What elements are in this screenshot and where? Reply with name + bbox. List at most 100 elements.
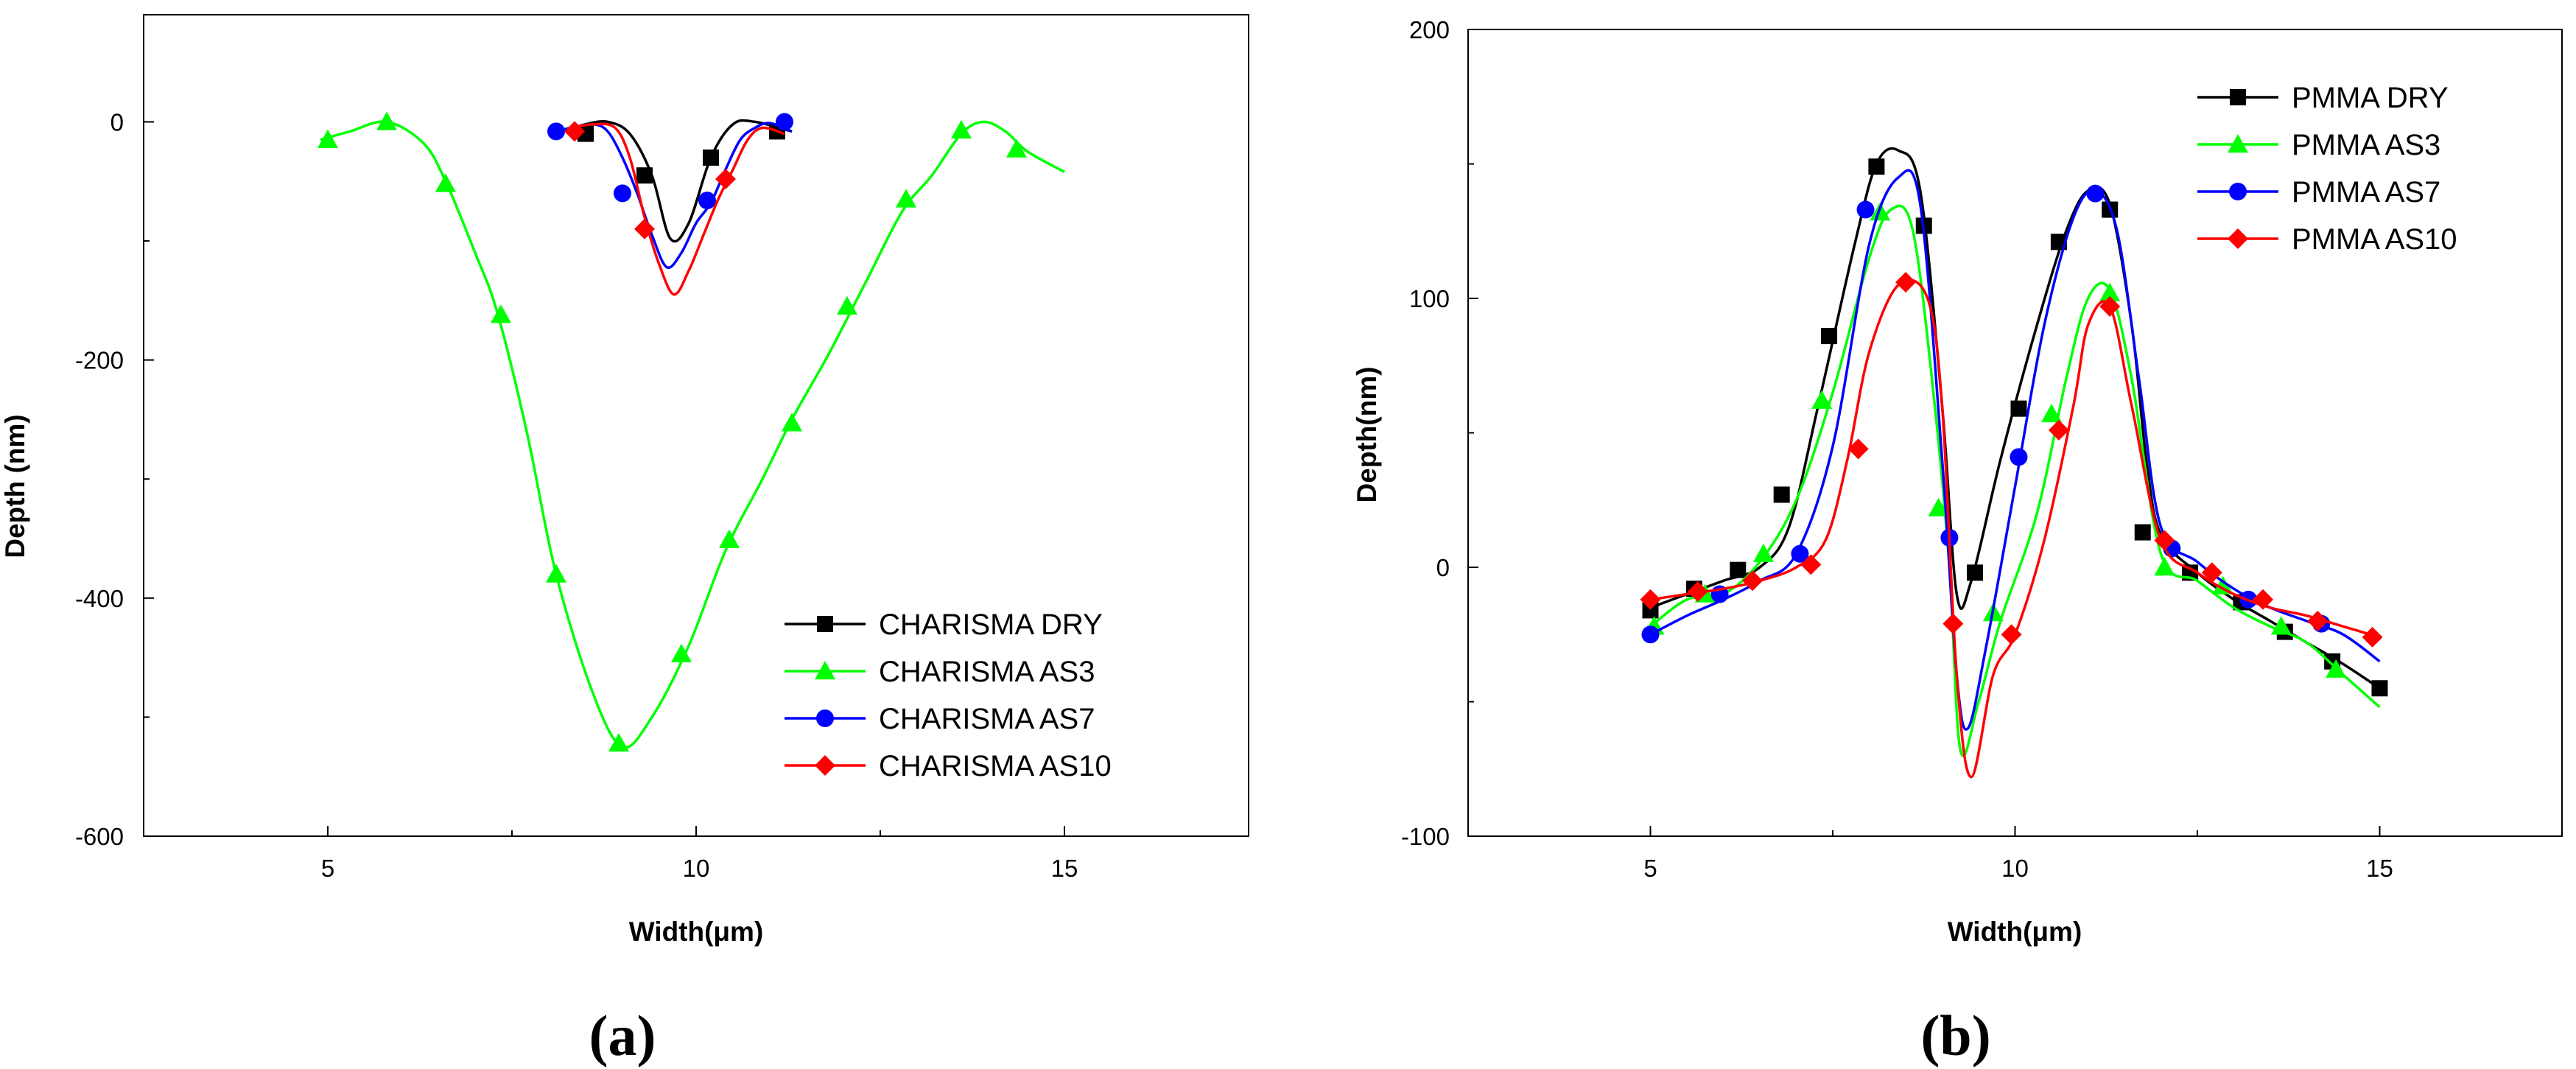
series-pmma-as7 bbox=[1641, 169, 2381, 731]
data-point bbox=[1730, 561, 1747, 578]
panel-label-a: (a) bbox=[589, 1003, 656, 1068]
data-point bbox=[636, 167, 653, 184]
data-point bbox=[1791, 544, 1809, 563]
data-point bbox=[2362, 626, 2383, 648]
legend-label: CHARISMA AS10 bbox=[879, 750, 1112, 782]
plot-area-b: 5 10 15 200 100 0 -100 PMMA DRY PMMA AS3 PMMA AS7… bbox=[1401, 16, 2563, 882]
chart-panel-a: 5 10 15 0 -200 -400 -600 CHARISMA DRY CHARISMA A… bbox=[0, 14, 1249, 1068]
data-point bbox=[546, 564, 566, 583]
y-tick-label: -600 bbox=[75, 823, 124, 850]
x-tick-label: 15 bbox=[1051, 855, 1078, 882]
data-point bbox=[782, 413, 802, 432]
y-tick-label: 0 bbox=[110, 108, 124, 136]
legend-marker bbox=[2228, 228, 2248, 249]
data-point bbox=[2326, 659, 2347, 678]
data-point bbox=[491, 304, 511, 323]
data-point bbox=[1942, 613, 1964, 634]
legend-marker bbox=[815, 755, 835, 776]
series-charisma-dry bbox=[563, 119, 793, 243]
data-point bbox=[2086, 184, 2105, 203]
data-point bbox=[2371, 680, 2388, 697]
x-axis-title-b: Width(μm) bbox=[1948, 916, 2082, 947]
legend-label: PMMA AS3 bbox=[2292, 129, 2440, 161]
data-point bbox=[719, 529, 740, 548]
data-point bbox=[2001, 624, 2022, 645]
x-tick-label: 15 bbox=[2366, 855, 2393, 882]
legend-label: PMMA AS10 bbox=[2292, 223, 2457, 256]
data-point bbox=[698, 192, 716, 210]
data-point bbox=[2010, 448, 2028, 466]
series-line bbox=[570, 122, 785, 296]
data-point bbox=[2270, 616, 2292, 635]
panel-label-b: (b) bbox=[1920, 1003, 1990, 1068]
y-axis-title-b: Depth(nm) bbox=[1352, 367, 1382, 503]
data-point bbox=[634, 218, 655, 239]
data-point bbox=[1773, 486, 1790, 503]
plot-area-a: 5 10 15 0 -200 -400 -600 CHARISMA DRY CHARISMA A… bbox=[75, 14, 1249, 882]
data-point bbox=[2253, 589, 2274, 610]
data-point bbox=[1006, 139, 1027, 158]
data-point bbox=[1640, 589, 1661, 610]
data-point bbox=[547, 122, 565, 141]
legend: CHARISMA DRY CHARISMA AS3 CHARISMA AS7 CHAR… bbox=[785, 609, 1112, 782]
data-point bbox=[1800, 554, 1822, 575]
series-pmma-as10 bbox=[1640, 272, 2383, 779]
legend-label: CHARISMA DRY bbox=[879, 609, 1103, 641]
data-point bbox=[376, 111, 397, 130]
data-point bbox=[1641, 625, 1660, 644]
data-point bbox=[614, 184, 631, 203]
y-tick-label: 100 bbox=[1409, 285, 1450, 312]
data-point bbox=[1868, 158, 1885, 175]
data-point bbox=[837, 295, 857, 315]
data-point bbox=[703, 149, 719, 166]
data-point bbox=[2010, 400, 2027, 417]
legend: PMMA DRY PMMA AS3 PMMA AS7 PMMA AS10 bbox=[2197, 82, 2457, 256]
data-point bbox=[2134, 524, 2151, 541]
series-line bbox=[563, 119, 793, 243]
legend-marker bbox=[2230, 89, 2246, 105]
data-point bbox=[2154, 530, 2175, 551]
data-point bbox=[776, 113, 793, 131]
y-tick-label: 0 bbox=[1436, 554, 1450, 581]
data-point bbox=[1687, 581, 1708, 602]
data-point bbox=[1811, 390, 1833, 409]
data-point bbox=[2212, 575, 2233, 595]
data-point bbox=[317, 129, 338, 148]
data-point bbox=[1847, 438, 1869, 460]
x-tick-label: 10 bbox=[2001, 855, 2029, 882]
data-point bbox=[608, 732, 629, 752]
data-point bbox=[1642, 602, 1659, 619]
x-tick-label: 5 bbox=[321, 855, 334, 882]
data-point bbox=[1742, 570, 1763, 592]
data-point bbox=[1967, 564, 1984, 581]
data-point bbox=[2201, 562, 2222, 583]
x-tick-label: 10 bbox=[683, 855, 710, 882]
data-point bbox=[1928, 497, 1949, 516]
y-tick-label: -400 bbox=[75, 585, 124, 612]
y-tick-label: -200 bbox=[75, 347, 124, 374]
data-point bbox=[1821, 328, 1838, 345]
data-point bbox=[435, 173, 456, 192]
legend-label: CHARISMA AS7 bbox=[879, 703, 1095, 735]
legend-marker bbox=[2229, 183, 2247, 200]
series-charisma-as10 bbox=[564, 121, 785, 296]
data-point bbox=[715, 169, 736, 189]
data-point bbox=[671, 643, 692, 662]
series-line bbox=[555, 122, 793, 270]
series-line bbox=[1649, 147, 2381, 690]
x-tick-label: 5 bbox=[1643, 855, 1657, 882]
data-point bbox=[2307, 611, 2328, 631]
data-point bbox=[1895, 272, 1916, 293]
data-point bbox=[1856, 200, 1875, 219]
data-point bbox=[2154, 557, 2175, 576]
series-charisma-as3 bbox=[317, 111, 1065, 752]
legend-marker bbox=[2228, 134, 2248, 153]
legend-marker bbox=[817, 616, 833, 632]
series-line bbox=[320, 120, 1065, 749]
y-tick-label: 200 bbox=[1409, 16, 1450, 43]
x-axis-title-a: Width(μm) bbox=[629, 916, 764, 947]
series-line bbox=[1650, 278, 2380, 779]
data-point bbox=[1752, 543, 1774, 562]
legend-label: CHARISMA AS3 bbox=[879, 656, 1095, 688]
